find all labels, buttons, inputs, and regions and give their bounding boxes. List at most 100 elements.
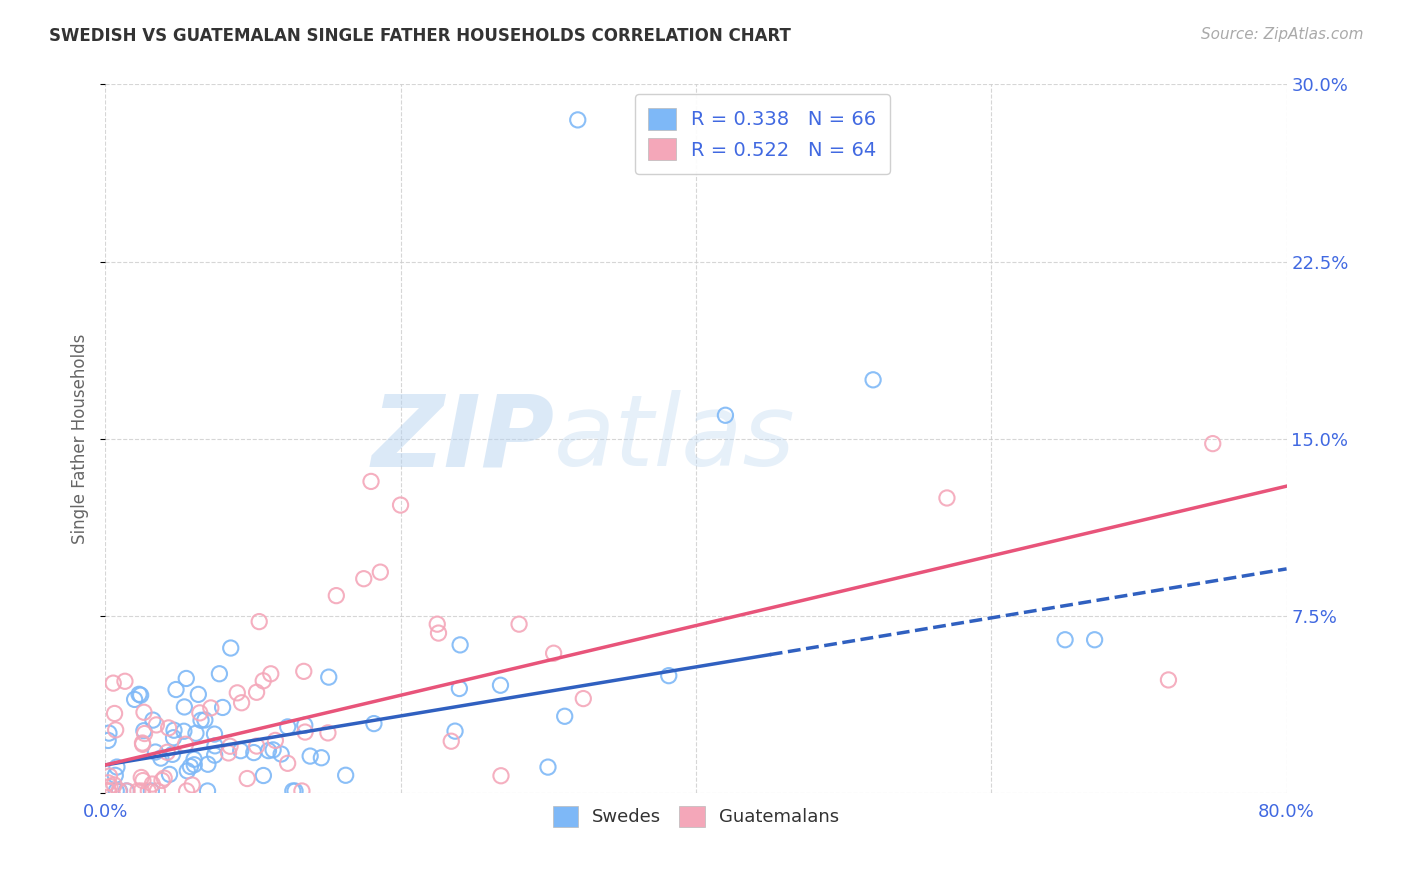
Point	[252, 673, 274, 688]
Text: atlas: atlas	[554, 391, 796, 487]
Point	[114, 674, 136, 689]
Point	[142, 713, 165, 727]
Point	[174, 672, 197, 686]
Point	[862, 373, 884, 387]
Point	[318, 670, 340, 684]
Point	[243, 746, 266, 760]
Point	[184, 726, 207, 740]
Point	[252, 768, 274, 782]
Point	[97, 784, 120, 798]
Point	[291, 784, 314, 798]
Point	[277, 720, 299, 734]
Point	[157, 721, 180, 735]
Point	[389, 498, 412, 512]
Point	[658, 668, 681, 682]
Point	[145, 745, 167, 759]
Point	[427, 626, 450, 640]
Point	[316, 726, 339, 740]
Point	[294, 718, 316, 732]
Point	[226, 686, 249, 700]
Point	[449, 638, 471, 652]
Point	[543, 646, 565, 660]
Point	[353, 572, 375, 586]
Point	[103, 706, 125, 721]
Point	[132, 723, 155, 738]
Point	[145, 718, 167, 732]
Text: Source: ZipAtlas.com: Source: ZipAtlas.com	[1201, 27, 1364, 42]
Point	[197, 757, 219, 772]
Point	[1084, 632, 1107, 647]
Point	[247, 615, 270, 629]
Point	[127, 784, 149, 798]
Point	[260, 666, 283, 681]
Point	[128, 687, 150, 701]
Point	[98, 780, 121, 794]
Point	[554, 709, 576, 723]
Point	[104, 723, 127, 737]
Point	[360, 475, 382, 489]
Point	[105, 760, 128, 774]
Point	[183, 752, 205, 766]
Point	[165, 682, 187, 697]
Point	[97, 726, 120, 740]
Point	[150, 773, 173, 788]
Point	[292, 665, 315, 679]
Point	[115, 784, 138, 798]
Point	[141, 784, 163, 798]
Point	[370, 565, 392, 579]
Point	[231, 696, 253, 710]
Point	[449, 681, 471, 696]
Point	[104, 768, 127, 782]
Y-axis label: Single Father Households: Single Father Households	[72, 334, 89, 544]
Point	[219, 739, 242, 754]
Point	[229, 744, 252, 758]
Point	[181, 778, 204, 792]
Point	[97, 776, 120, 790]
Point	[270, 747, 292, 761]
Point	[98, 769, 121, 783]
Point	[134, 726, 156, 740]
Text: SWEDISH VS GUATEMALAN SINGLE FATHER HOUSEHOLDS CORRELATION CHART: SWEDISH VS GUATEMALAN SINGLE FATHER HOUS…	[49, 27, 792, 45]
Point	[363, 716, 385, 731]
Point	[153, 771, 176, 785]
Point	[131, 737, 153, 751]
Point	[162, 731, 184, 745]
Point	[173, 700, 195, 714]
Point	[136, 784, 159, 798]
Point	[129, 688, 152, 702]
Point	[162, 747, 184, 762]
Point	[572, 691, 595, 706]
Point	[714, 409, 737, 423]
Point	[163, 723, 186, 738]
Point	[284, 784, 307, 798]
Point	[489, 678, 512, 692]
Point	[108, 784, 131, 798]
Point	[426, 617, 449, 632]
Point	[124, 692, 146, 706]
Point	[183, 757, 205, 772]
Point	[211, 700, 233, 714]
Point	[129, 784, 152, 798]
Point	[262, 743, 284, 757]
Legend: Swedes, Guatemalans: Swedes, Guatemalans	[546, 798, 846, 834]
Point	[176, 784, 198, 798]
Point	[246, 739, 269, 753]
Point	[146, 784, 169, 798]
Point	[176, 764, 198, 778]
Point	[1054, 632, 1077, 647]
Point	[257, 744, 280, 758]
Point	[508, 617, 530, 632]
Point	[294, 725, 316, 739]
Point	[188, 706, 211, 720]
Point	[325, 589, 347, 603]
Point	[197, 784, 219, 798]
Point	[103, 676, 125, 690]
Point	[174, 737, 197, 751]
Point	[208, 666, 231, 681]
Point	[440, 734, 463, 748]
Point	[236, 772, 259, 786]
Point	[141, 777, 163, 791]
Point	[444, 724, 467, 739]
Point	[115, 784, 138, 798]
Point	[537, 760, 560, 774]
